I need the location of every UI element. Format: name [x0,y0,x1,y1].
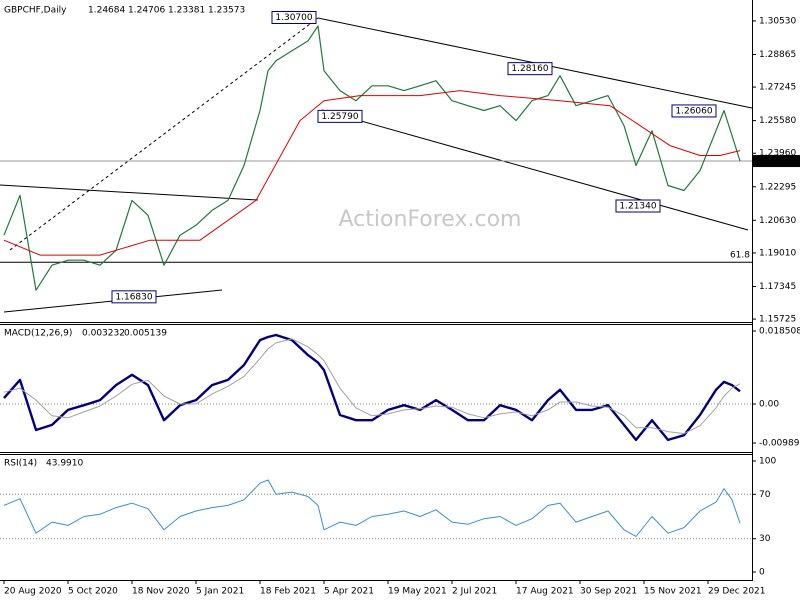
channel-bottom [321,109,749,231]
x-tick-label: 18 Nov 2020 [132,587,190,597]
y-tick-label: 0.018508 [759,327,800,337]
x-tick-label: 5 Jan 2021 [196,587,244,597]
annotation-label: 1.21340 [619,202,656,212]
annotation-box [671,104,717,118]
series-line [3,333,741,442]
y-tick-label: 1.20630 [759,216,796,226]
last-price-label: 1.23573 [759,157,796,167]
series-line [3,479,741,537]
ohlc-value: 1.23381 [168,6,205,16]
y-tick-label: 1.27245 [759,83,796,93]
symbol: GBPCHF,Daily [4,6,67,16]
panel-title: MACD(12,26,9) [4,329,72,339]
annotation-box [615,199,661,213]
y-tick-label: 1.28865 [759,50,796,60]
x-tick-label: 30 Sep 2021 [580,587,637,597]
annotation-label: 1.16830 [115,292,152,302]
triangle-top [0,184,259,201]
ohlc-value: 1.24706 [128,6,165,16]
fib-label: 61.8 [730,251,750,261]
x-tick-label: 19 May 2021 [388,587,447,597]
annotation-label: 1.28160 [511,64,548,74]
panel-title: RSI(14) [4,459,37,469]
y-tick-label: 1.25580 [759,116,796,126]
annotation-box [507,62,553,76]
y-tick-label: 1.30530 [759,16,796,26]
annotation-label: 1.25790 [321,112,358,122]
dashed-trend [9,17,319,251]
series-line [3,25,741,291]
y-tick-label: 1.19010 [759,248,796,258]
x-tick-label: 2 Jul 2021 [452,587,497,597]
series-line [3,338,741,435]
annotation-box [317,109,363,123]
x-tick-label: 17 Aug 2021 [516,587,574,597]
ohlc-value: 1.24684 [88,6,125,16]
y-tick-label: 70 [759,490,771,500]
series-line [3,90,741,256]
y-tick-label: 1.17345 [759,282,796,292]
y-tick-label: 0.00 [759,400,779,410]
annotation-box [111,290,157,304]
x-tick-label: 5 Oct 2020 [68,587,118,597]
y-tick-label: 1.15725 [759,315,796,325]
x-tick-label: 15 Nov 2021 [644,587,702,597]
x-tick-label: 5 Apr 2021 [324,587,374,597]
panel-reading: 0.005139 [124,329,167,339]
annotation-box [271,11,317,25]
x-tick-label: 29 Dec 2021 [708,587,766,597]
watermark: ActionForex.com [339,207,522,232]
annotation-label: 1.26060 [675,106,712,116]
x-tick-label: 18 Feb 2021 [260,587,316,597]
x-tick-label: 20 Aug 2020 [4,587,62,597]
y-tick-label: 0 [759,568,765,578]
y-tick-label: 1.22295 [759,182,796,192]
y-tick-label: 100 [759,456,776,466]
last-price-box [752,155,800,168]
y-tick-label: 30 [759,534,771,544]
y-tick-label: 1.23960 [759,149,796,159]
annotation-label: 1.30700 [275,13,312,23]
panel-reading: 43.9910 [46,459,83,469]
ohlc-value: 1.23573 [208,6,245,16]
frames [0,0,753,581]
panel-reading: 0.003232 [82,329,125,339]
